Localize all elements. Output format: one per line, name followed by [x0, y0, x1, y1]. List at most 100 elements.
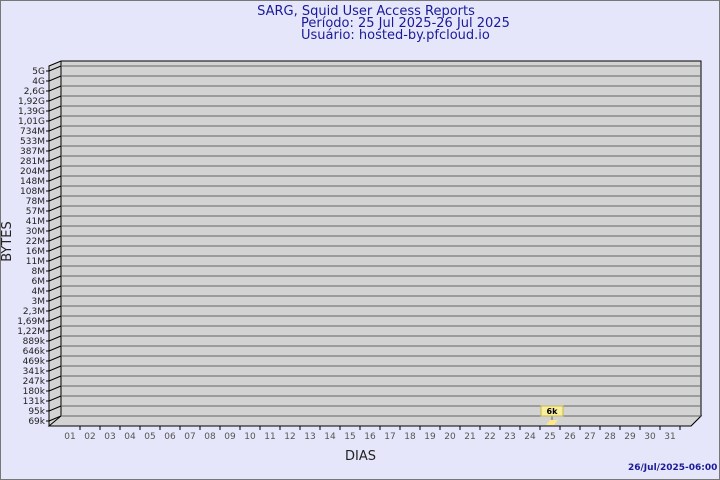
x-tick-label: 11	[264, 432, 275, 442]
gridline-slant	[48, 285, 62, 292]
gridline-slant	[48, 375, 62, 382]
x-tick-label: 29	[624, 432, 636, 442]
x-tick-label: 24	[524, 432, 536, 442]
gridline-slant	[48, 75, 62, 82]
x-tick-label: 30	[644, 432, 656, 442]
y-tick-label: 204M	[20, 167, 45, 177]
y-tick-label: 6M	[32, 277, 46, 287]
y-tick-label: 646k	[23, 347, 46, 357]
x-tick-label: 12	[284, 432, 295, 442]
x-tick-label: 07	[184, 432, 195, 442]
y-tick-label: 1,69M	[17, 317, 45, 327]
x-tick-label: 23	[504, 432, 515, 442]
y-tick-label: 95k	[28, 407, 45, 417]
gridline-slant	[48, 225, 62, 232]
gridline-slant	[48, 135, 62, 142]
gridline-slant	[48, 95, 62, 102]
gridline-slant	[48, 355, 62, 362]
y-axis-label: BYTES	[0, 221, 15, 262]
x-tick-label: 13	[304, 432, 315, 442]
y-tick-label: 41M	[26, 217, 45, 227]
gridline-slant	[48, 305, 62, 312]
gridline-slant	[48, 115, 62, 122]
y-tick-label: 2,6G	[24, 87, 45, 97]
gridline-slant	[48, 335, 62, 342]
gridline-slant	[48, 325, 62, 332]
x-tick-label: 08	[204, 432, 216, 442]
y-tick-label: 148M	[20, 177, 45, 187]
y-tick-label: 1,92G	[18, 97, 45, 107]
y-tick-label: 734M	[20, 127, 45, 137]
x-tick-label: 26	[564, 432, 576, 442]
x-tick-label: 19	[424, 432, 436, 442]
gridline-slant	[48, 235, 62, 242]
y-tick-label: 3M	[32, 297, 46, 307]
gridline-slant	[48, 255, 62, 262]
y-tick-label: 281M	[20, 157, 45, 167]
x-tick-label: 21	[464, 432, 475, 442]
y-tick-label: 8M	[32, 267, 46, 277]
y-tick-label: 131k	[23, 397, 46, 407]
y-tick-label: 533M	[20, 137, 45, 147]
gridline-slant	[48, 185, 62, 192]
data-label-box	[540, 405, 564, 417]
y-tick-label: 889k	[23, 337, 46, 347]
gridline-slant	[48, 145, 62, 152]
y-tick-label: 5G	[32, 67, 45, 77]
bar	[546, 420, 558, 425]
x-tick-label: 28	[604, 432, 616, 442]
x-axis-label: DIAS	[345, 449, 376, 464]
gridline-slant	[48, 365, 62, 372]
gridline-slant	[48, 395, 62, 402]
x-tick-label: 01	[64, 432, 75, 442]
gridline-slant	[48, 295, 62, 302]
y-tick-label: 78M	[26, 197, 45, 207]
gridline-slant	[48, 415, 62, 422]
x-tick-label: 04	[124, 432, 136, 442]
data-label: 6k	[547, 407, 559, 416]
y-tick-label: 16M	[26, 247, 45, 257]
y-tick-label: 1,22M	[17, 327, 45, 337]
gridline-slant	[48, 215, 62, 222]
gridline-slant	[48, 265, 62, 272]
x-tick-label: 22	[484, 432, 495, 442]
x-tick-label: 17	[384, 432, 395, 442]
x-tick-label: 05	[144, 432, 155, 442]
y-tick-label: 387M	[20, 147, 45, 157]
x-tick-label: 10	[244, 432, 256, 442]
x-tick-label: 15	[344, 432, 355, 442]
y-tick-label: 69k	[28, 417, 45, 427]
x-tick-label: 06	[164, 432, 176, 442]
y-tick-label: 1,01G	[18, 117, 45, 127]
y-tick-label: 469k	[23, 357, 46, 367]
x-tick-label: 03	[104, 432, 115, 442]
plot-floor	[47, 415, 703, 427]
gridline-slant	[48, 165, 62, 172]
chart-subtitle-user: Usuário: hosted-by.pfcloud.io	[301, 28, 490, 43]
x-tick-label: 18	[404, 432, 416, 442]
y-tick-label: 108M	[20, 187, 45, 197]
y-tick-label: 1,39G	[18, 107, 45, 117]
x-tick-label: 02	[84, 432, 95, 442]
gridline-slant	[48, 345, 62, 352]
gridline-slant	[48, 65, 62, 72]
gridline-slant	[48, 315, 62, 322]
gridline-slant	[48, 155, 62, 162]
y-tick-label: 4G	[32, 77, 45, 87]
gridline-slant	[48, 405, 62, 412]
footer-timestamp: 26/Jul/2025-06:00	[628, 463, 718, 473]
gridline-slant	[48, 275, 62, 282]
gridline-slant	[48, 125, 62, 132]
gridline-slant	[48, 85, 62, 92]
x-tick-label: 27	[584, 432, 595, 442]
x-tick-label: 16	[364, 432, 376, 442]
chart-title: SARG, Squid User Access Reports	[257, 4, 475, 19]
x-tick-label: 14	[324, 432, 336, 442]
y-tick-label: 2,3M	[23, 307, 45, 317]
x-tick-label: 25	[544, 432, 555, 442]
gridline-slant	[48, 245, 62, 252]
y-tick-label: 22M	[26, 237, 45, 247]
y-tick-label: 180k	[23, 387, 46, 397]
